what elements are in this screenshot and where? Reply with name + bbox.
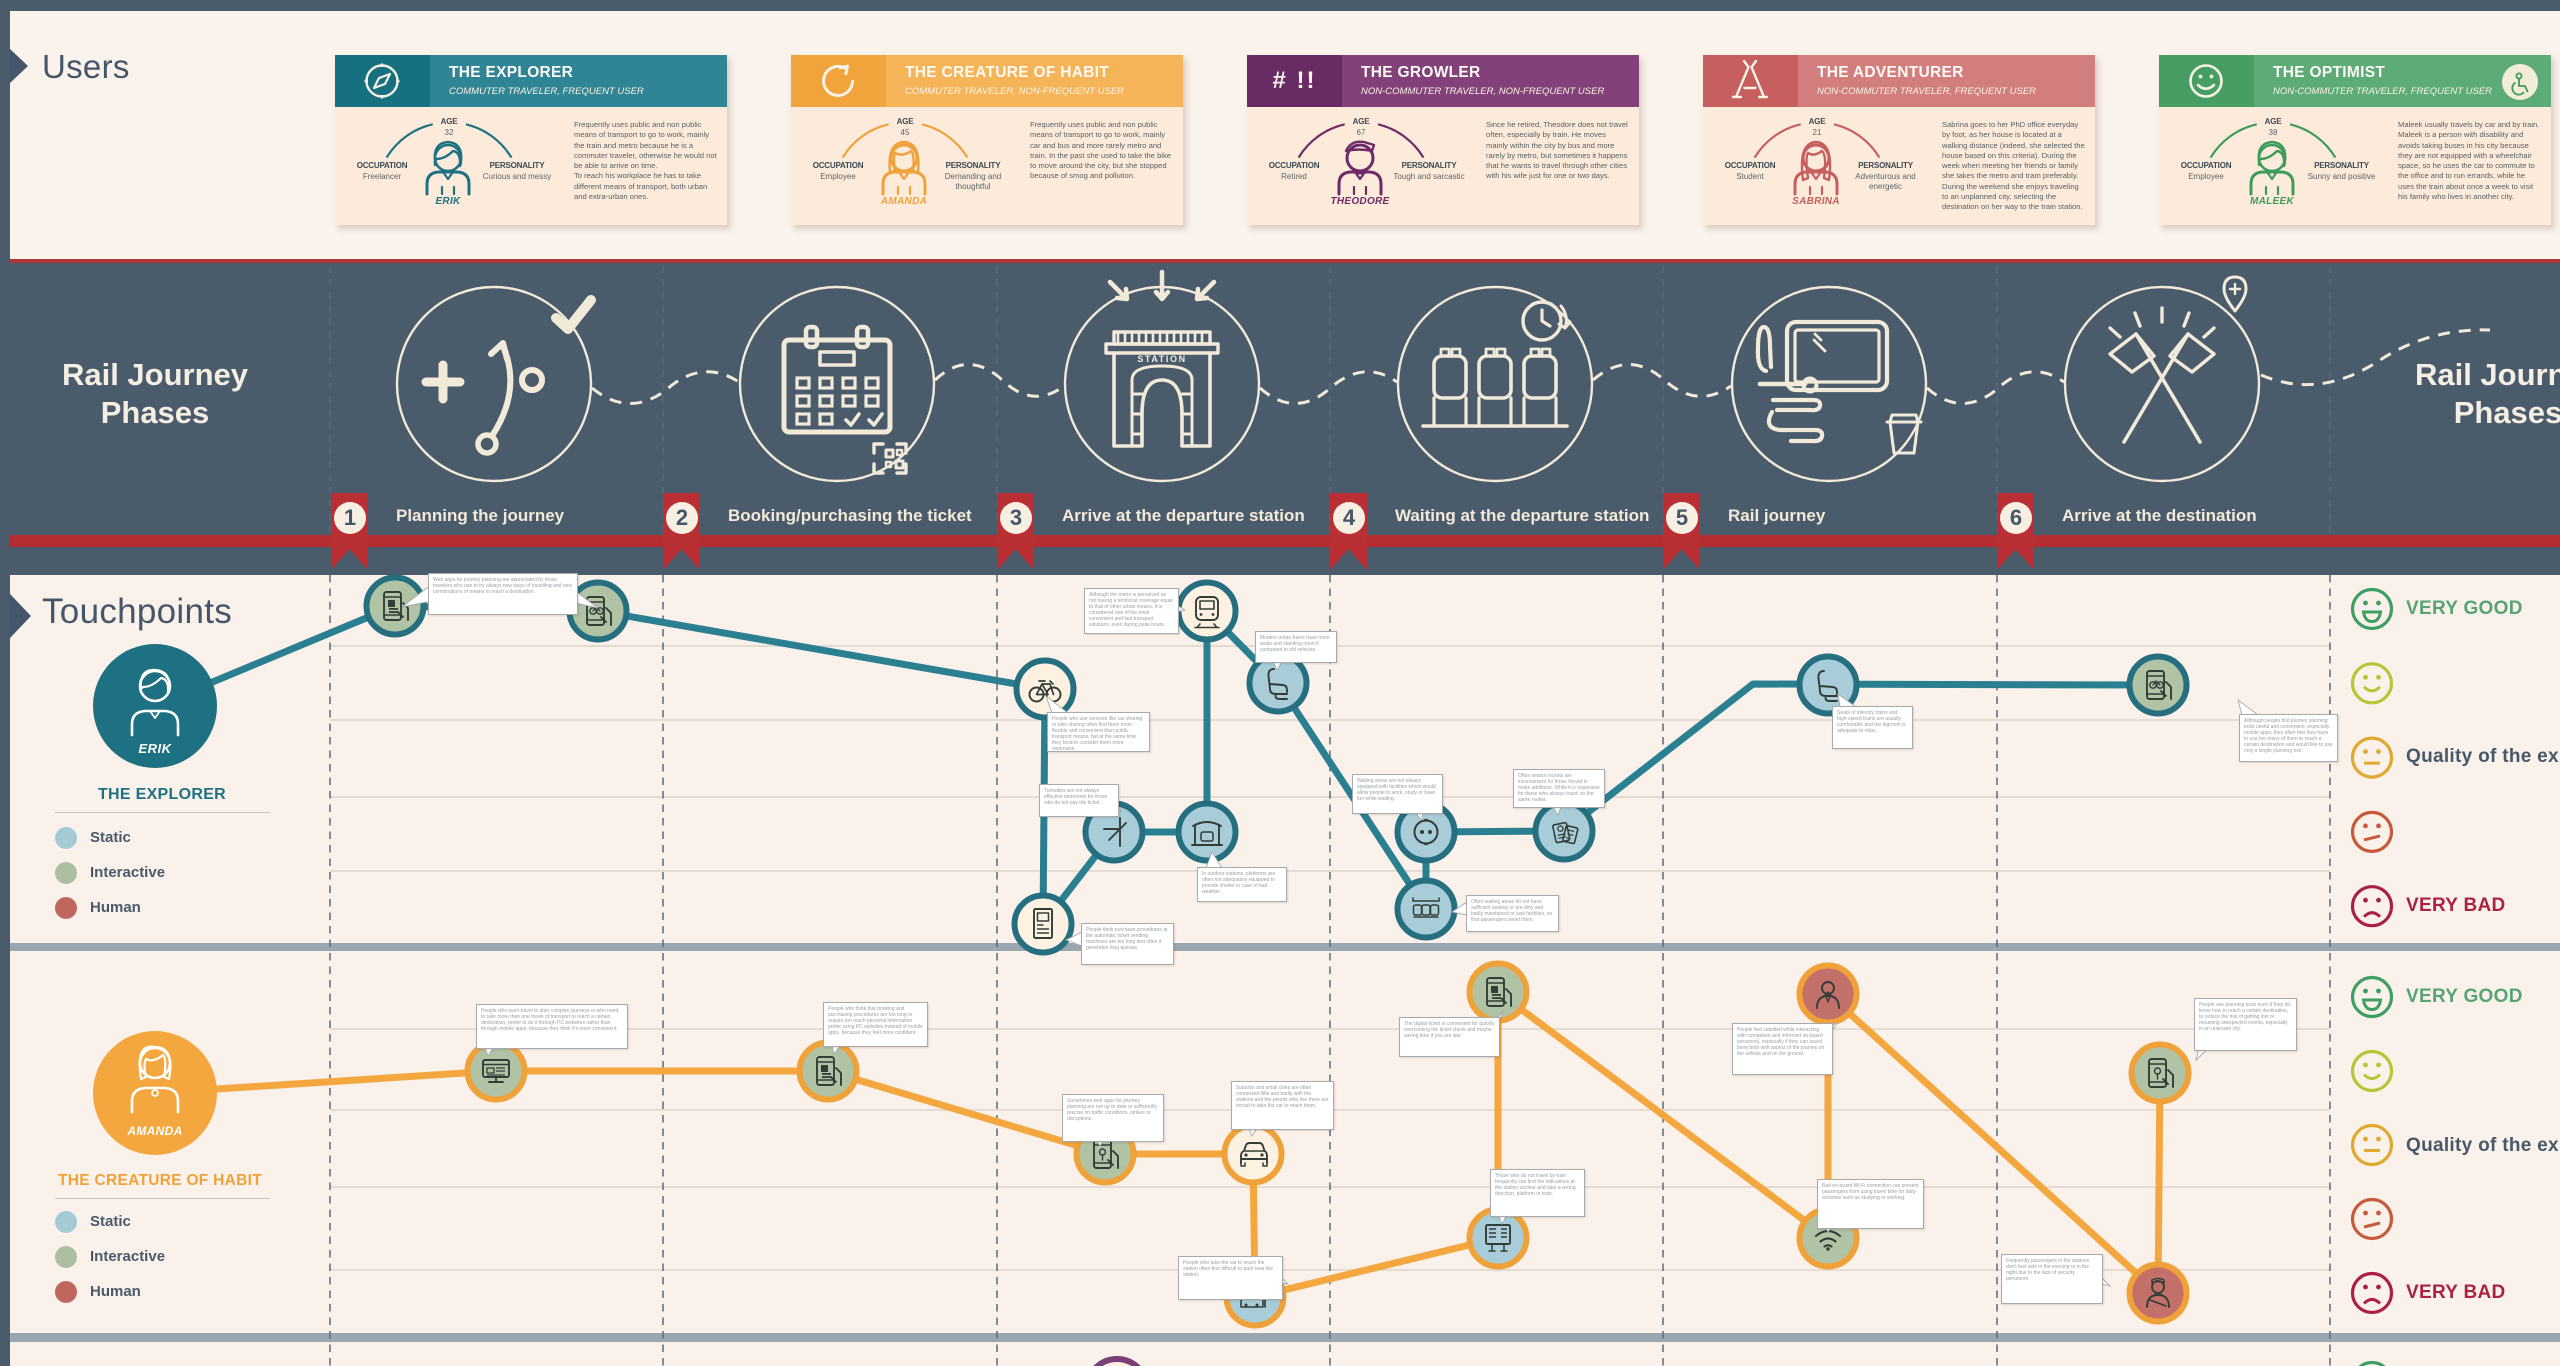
svg-text:STATION: STATION bbox=[1137, 354, 1186, 364]
